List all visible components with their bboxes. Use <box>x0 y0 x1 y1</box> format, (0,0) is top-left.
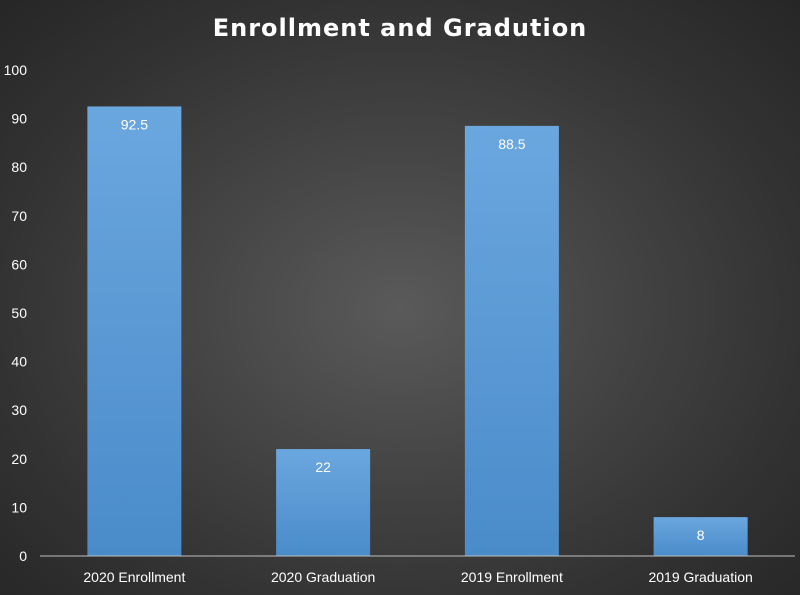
y-tick-label: 100 <box>4 62 28 78</box>
x-axis: 2020 Enrollment 2020 Graduation 2019 Enrol… <box>40 555 795 585</box>
bar <box>276 449 371 556</box>
y-tick-label: 60 <box>11 256 27 272</box>
bar <box>464 125 559 556</box>
data-label: 88.5 <box>498 136 525 152</box>
y-tick-label: 80 <box>11 159 27 175</box>
x-category-label: 2019 Enrollment <box>461 569 563 585</box>
x-category-label: 2019 Graduation <box>648 569 752 585</box>
y-tick-label: 70 <box>11 208 27 224</box>
data-label: 8 <box>697 527 705 543</box>
y-tick-label: 30 <box>11 402 27 418</box>
y-axis: 0 10 20 30 40 50 60 70 80 90 100 <box>4 62 28 564</box>
y-tick-label: 20 <box>11 451 27 467</box>
y-tick-label: 40 <box>11 354 27 370</box>
data-label: 22 <box>315 459 331 475</box>
bars: 92.5 22 88.5 8 <box>87 106 748 556</box>
chart-title: Enrollment and Gradution <box>212 14 588 42</box>
x-category-label: 2020 Graduation <box>271 569 375 585</box>
y-tick-label: 10 <box>11 499 27 515</box>
y-tick-label: 50 <box>11 305 27 321</box>
x-category-label: 2020 Enrollment <box>83 569 185 585</box>
y-tick-label: 0 <box>19 548 27 564</box>
data-label: 92.5 <box>121 116 148 132</box>
y-tick-label: 90 <box>11 111 27 127</box>
bar <box>87 106 182 556</box>
bar <box>653 517 748 556</box>
